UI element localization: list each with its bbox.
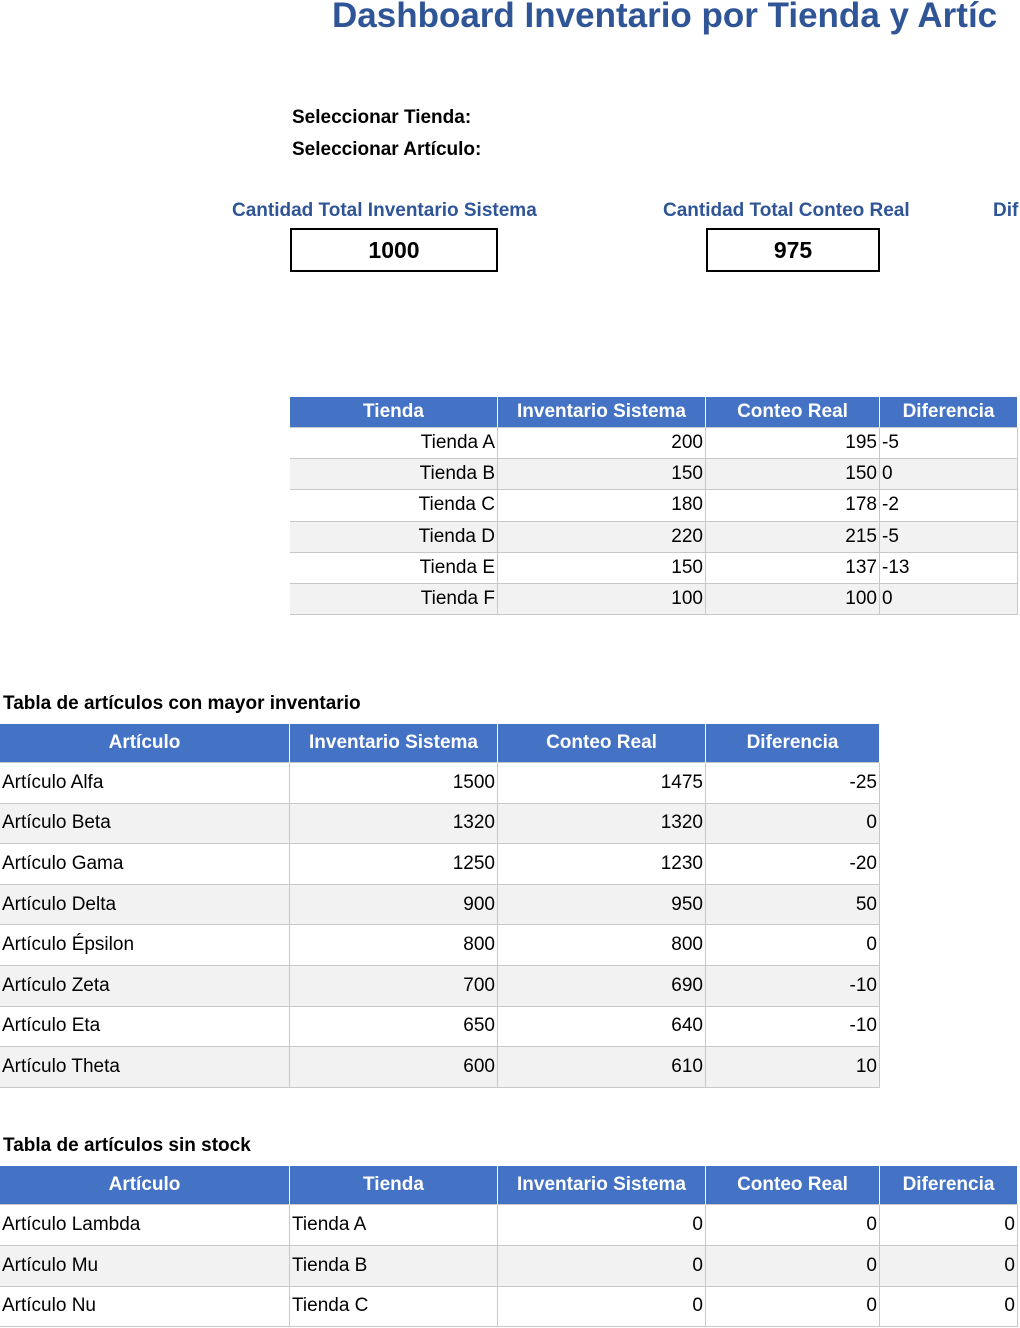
table-cell: -10 [706, 1006, 880, 1048]
table-cell: -20 [706, 844, 880, 885]
table-cell: Tienda F [290, 584, 498, 616]
table-cell: Tienda B [290, 459, 498, 491]
header-cell: Inventario Sistema [498, 397, 706, 428]
table-cell: 1230 [498, 844, 706, 885]
table-cell: 800 [290, 925, 498, 966]
table-cell: 0 [706, 1205, 880, 1246]
table-cell: 600 [290, 1047, 498, 1088]
table-cell: Tienda B [290, 1245, 498, 1287]
header-cell: Tienda [290, 1166, 498, 1205]
header-cell: Conteo Real [706, 1166, 880, 1205]
table-cell: 900 [290, 884, 498, 926]
header-cell: Diferencia [880, 397, 1018, 428]
table-cell: Artículo Beta [0, 803, 290, 845]
table-cell: 1500 [290, 763, 498, 804]
table-cell: 137 [706, 552, 880, 584]
table-cell: Artículo Delta [0, 884, 290, 926]
table-cell: 0 [706, 925, 880, 966]
table-cell: 1320 [498, 803, 706, 845]
filter-label: Seleccionar Artículo: [292, 139, 482, 160]
table-cell: 800 [498, 925, 706, 966]
header-cell: Artículo [0, 1166, 290, 1205]
section-title: Tabla de artículos sin stock [3, 1135, 251, 1156]
table-cell: 150 [706, 459, 880, 491]
table-cell: 0 [880, 1245, 1018, 1287]
kpi-label: Cantidad Total Inventario Sistema [232, 200, 537, 221]
table-cell: Tienda A [290, 1205, 498, 1246]
table-cell: 100 [706, 584, 880, 616]
header-cell: Tienda [290, 397, 498, 428]
header-cell: Inventario Sistema [290, 724, 498, 763]
header-cell: Conteo Real [706, 397, 880, 428]
filter-label: Seleccionar Tienda: [292, 107, 472, 128]
table-cell: -10 [706, 966, 880, 1007]
table-cell: Artículo Nu [0, 1286, 290, 1328]
table-cell: Tienda D [290, 521, 498, 553]
header-cell: Conteo Real [498, 724, 706, 763]
table-cell: 690 [498, 966, 706, 1007]
table-cell: Artículo Alfa [0, 763, 290, 804]
table-cell: 0 [880, 584, 1018, 616]
table-cell: Artículo Zeta [0, 966, 290, 1007]
table-cell: 100 [498, 584, 706, 616]
table-cell: Artículo Mu [0, 1245, 290, 1287]
table-cell: 0 [880, 1286, 1018, 1328]
kpi-value: 975 [706, 228, 880, 272]
table-cell: 178 [706, 490, 880, 522]
table-cell: -25 [706, 763, 880, 804]
table-cell: 215 [706, 521, 880, 553]
table-cell: Artículo Eta [0, 1006, 290, 1048]
table-cell: 640 [498, 1006, 706, 1048]
table-cell: Tienda C [290, 1286, 498, 1328]
dashboard-title: Dashboard Inventario por Tienda y Artíc [332, 0, 998, 35]
table-cell: Tienda C [290, 490, 498, 522]
table-cell: 0 [498, 1245, 706, 1287]
section-title: Tabla de artículos con mayor inventario [3, 693, 361, 714]
table-cell: 0 [706, 803, 880, 845]
table-cell: Tienda E [290, 552, 498, 584]
table-cell: 0 [880, 1205, 1018, 1246]
table-cell: 700 [290, 966, 498, 1007]
table-cell: 50 [706, 884, 880, 926]
kpi-label: Cantidad Total Conteo Real [663, 200, 910, 221]
table-cell: Tienda A [290, 428, 498, 460]
table-cell: 150 [498, 459, 706, 491]
table-cell: 0 [498, 1205, 706, 1246]
table-cell: -5 [880, 521, 1018, 553]
table-cell: 1250 [290, 844, 498, 885]
table-cell: Artículo Theta [0, 1047, 290, 1088]
table-cell: 0 [498, 1286, 706, 1328]
table-cell: -2 [880, 490, 1018, 522]
table-cell: -13 [880, 552, 1018, 584]
table-cell: 950 [498, 884, 706, 926]
table-cell: 150 [498, 552, 706, 584]
table-cell: 10 [706, 1047, 880, 1088]
kpi-value: 1000 [290, 228, 498, 272]
table-cell: 0 [706, 1245, 880, 1287]
table-cell: 1320 [290, 803, 498, 845]
header-cell: Artículo [0, 724, 290, 763]
table-cell: Artículo Gama [0, 844, 290, 885]
kpi-label: Dif [993, 200, 1019, 221]
table-cell: 610 [498, 1047, 706, 1088]
header-cell: Diferencia [706, 724, 880, 763]
table-cell: 195 [706, 428, 880, 460]
table-cell: 0 [880, 459, 1018, 491]
table-cell: 1475 [498, 763, 706, 804]
table-cell: 180 [498, 490, 706, 522]
table-cell: 650 [290, 1006, 498, 1048]
table-cell: -5 [880, 428, 1018, 460]
table-cell: 0 [706, 1286, 880, 1328]
table-cell: Artículo Épsilon [0, 925, 290, 966]
header-cell: Inventario Sistema [498, 1166, 706, 1205]
table-cell: 200 [498, 428, 706, 460]
table-cell: 220 [498, 521, 706, 553]
header-cell: Diferencia [880, 1166, 1018, 1205]
table-cell: Artículo Lambda [0, 1205, 290, 1246]
